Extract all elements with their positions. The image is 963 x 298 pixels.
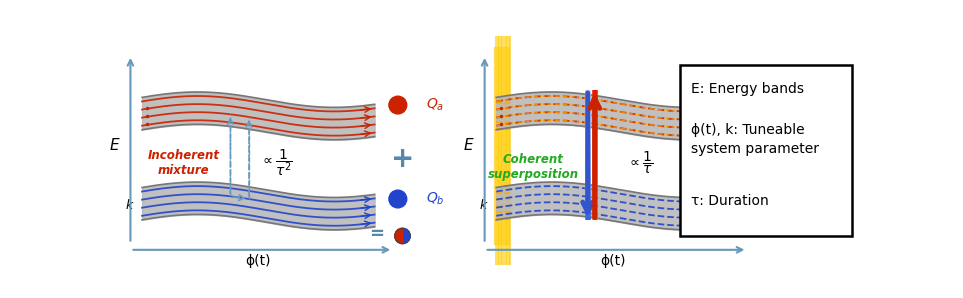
Text: ϕ(t): ϕ(t) — [600, 254, 625, 268]
Text: $Q_a$: $Q_a$ — [780, 77, 798, 94]
Text: E: Energy bands: E: Energy bands — [690, 82, 804, 96]
Text: +: + — [745, 97, 768, 125]
Text: +: + — [391, 145, 414, 173]
Text: $Q_a$: $Q_a$ — [426, 97, 444, 113]
Text: $\propto\dfrac{1}{\tau}$: $\propto\dfrac{1}{\tau}$ — [627, 150, 654, 176]
Circle shape — [389, 96, 406, 114]
Text: k: k — [480, 199, 487, 212]
Text: =: = — [723, 213, 739, 231]
Text: Coherent
superposition: Coherent superposition — [488, 153, 579, 181]
Circle shape — [747, 215, 766, 232]
Wedge shape — [403, 228, 410, 244]
Circle shape — [389, 190, 406, 208]
Circle shape — [743, 127, 761, 145]
Text: $Q_b$: $Q_b$ — [780, 181, 798, 198]
Text: k: k — [125, 199, 133, 212]
Text: Incoherent
mixture: Incoherent mixture — [148, 149, 220, 177]
FancyBboxPatch shape — [680, 65, 852, 236]
Text: $Q_b$: $Q_b$ — [426, 191, 444, 207]
Circle shape — [743, 77, 761, 95]
Text: $\propto\dfrac{1}{\tau^2}$: $\propto\dfrac{1}{\tau^2}$ — [260, 147, 294, 178]
Text: ϕ(t), k: Tuneable
system parameter: ϕ(t), k: Tuneable system parameter — [690, 123, 819, 156]
Text: τ: Duration: τ: Duration — [690, 194, 768, 208]
Text: =: = — [370, 225, 384, 243]
Text: $Q_{\rm IBC}$: $Q_{\rm IBC}$ — [780, 128, 806, 143]
Text: +: + — [745, 149, 768, 177]
Wedge shape — [395, 228, 403, 244]
Text: ϕ(t): ϕ(t) — [246, 254, 271, 268]
Text: E: E — [463, 138, 473, 153]
Circle shape — [743, 181, 761, 198]
Text: E: E — [109, 138, 118, 153]
